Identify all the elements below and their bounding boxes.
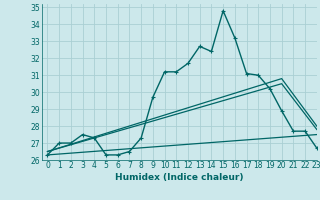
X-axis label: Humidex (Indice chaleur): Humidex (Indice chaleur) [115,173,244,182]
